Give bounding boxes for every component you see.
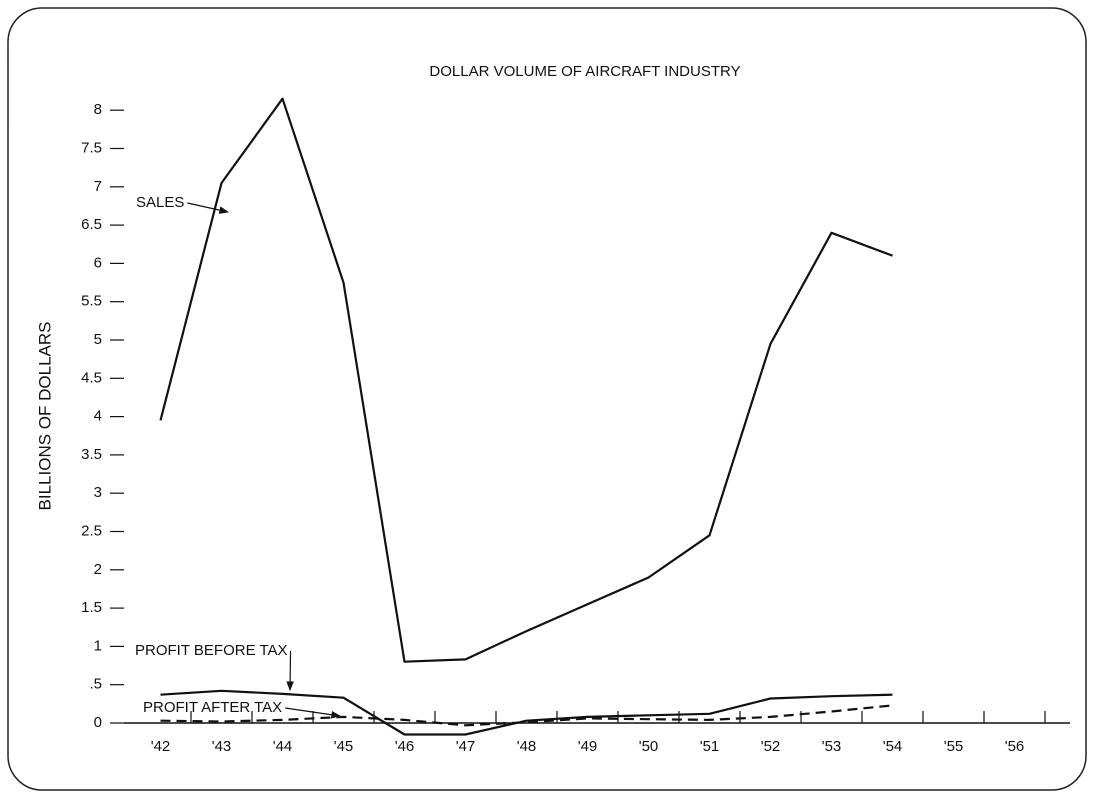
y-tick-label: 7 [94, 178, 102, 195]
x-tick-label: '50 [639, 738, 659, 755]
x-tick-label: '44 [273, 738, 293, 755]
x-tick-label: '43 [212, 738, 232, 755]
x-tick-label: '55 [944, 738, 964, 755]
series-arrow [285, 707, 341, 719]
y-tick-label: 2.5 [81, 522, 102, 539]
y-tick-label: 7.5 [81, 139, 102, 156]
y-tick-label: 3.5 [81, 446, 102, 463]
x-tick-label: '47 [456, 738, 476, 755]
x-tick-label: '54 [883, 738, 903, 755]
y-tick-label: 3 [94, 484, 102, 501]
y-axis-label: BILLIONS OF DOLLARS [35, 322, 54, 511]
y-tick-label: 1 [94, 637, 102, 654]
chart-title: DOLLAR VOLUME OF AIRCRAFT INDUSTRY [429, 63, 740, 80]
x-tick-label: '56 [1005, 738, 1025, 755]
series-label: PROFIT AFTER TAX [143, 699, 282, 716]
frame [7, 7, 1087, 791]
y-tick-label: .5 [89, 676, 102, 693]
series-label: SALES [136, 194, 184, 211]
x-tick-label: '46 [395, 738, 415, 755]
x-tick-label: '51 [700, 738, 720, 755]
x-tick-label: '52 [761, 738, 781, 755]
x-tick-label: '53 [822, 738, 842, 755]
series-arrow [286, 650, 294, 691]
series-line [160, 704, 893, 727]
y-tick-label: 4.5 [81, 369, 102, 386]
x-tick-label: '42 [151, 738, 171, 755]
y-tick-label: 1.5 [81, 599, 102, 616]
series-line [159, 97, 893, 663]
series-arrow [187, 202, 229, 214]
y-tick-label: 8 [94, 101, 102, 118]
y-tick-label: 5.5 [81, 293, 102, 310]
y-tick-label: 0 [94, 714, 102, 731]
y-tick-label: 5 [94, 331, 102, 348]
y-tick-label: 6.5 [81, 216, 102, 233]
y-tick-label: 4 [94, 408, 102, 425]
x-tick-label: '48 [517, 738, 537, 755]
series-line [160, 689, 893, 736]
x-tick-label: '45 [334, 738, 354, 755]
y-tick-label: 2 [94, 561, 102, 578]
series-label: PROFIT BEFORE TAX [135, 642, 288, 659]
x-tick-label: '49 [578, 738, 598, 755]
y-tick-label: 6 [94, 254, 102, 271]
